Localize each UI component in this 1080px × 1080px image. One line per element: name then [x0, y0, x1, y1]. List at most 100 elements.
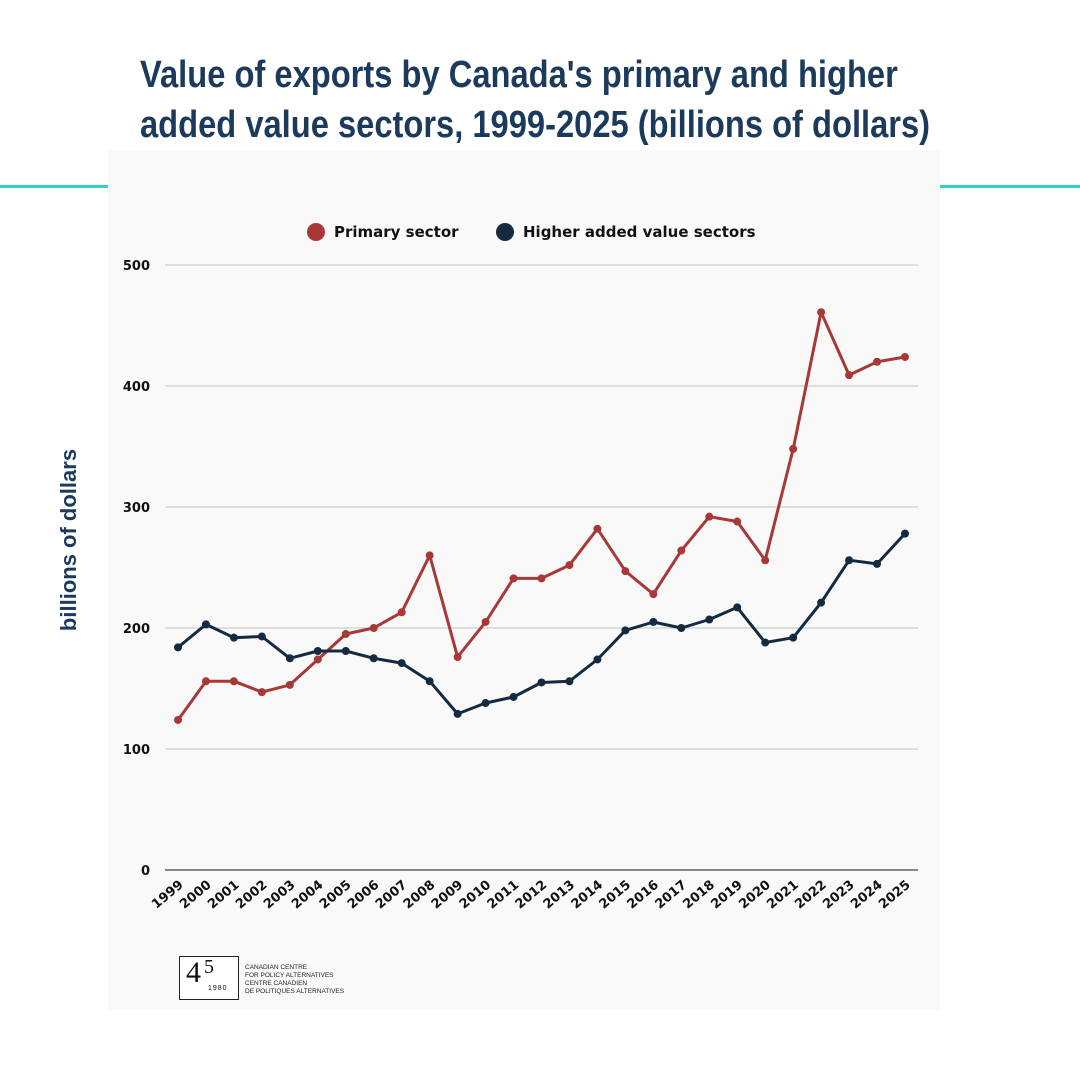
- point-higher-2024: [873, 559, 882, 568]
- point-higher-2011: [509, 692, 518, 701]
- point-primary-2012: [537, 574, 546, 583]
- point-higher-2021: [789, 633, 798, 642]
- y-tick-400: 400: [123, 380, 150, 395]
- point-primary-2006: [369, 624, 378, 632]
- y-tick-200: 200: [123, 622, 150, 637]
- point-primary-1999: [174, 715, 182, 724]
- point-higher-2014: [593, 655, 602, 664]
- logo-text: Canadian Centre for Policy Alternatives …: [245, 964, 344, 996]
- x-tick-2010: 2010: [457, 878, 494, 913]
- y-tick-labels: 0 100 200 300 400 500: [123, 259, 150, 879]
- point-primary-2009: [453, 653, 462, 662]
- point-primary-2017: [677, 546, 686, 555]
- chart-background: [108, 150, 940, 1010]
- y-tick-100: 100: [123, 743, 150, 758]
- y-axis-label: billions of dollars: [56, 449, 81, 631]
- x-tick-2011: 2011: [485, 878, 522, 913]
- point-higher-2022: [817, 598, 826, 607]
- point-primary-2020: [761, 556, 770, 565]
- legend-marker-primary: [307, 223, 325, 241]
- logo-line-1: Canadian Centre: [245, 964, 308, 971]
- grid-lines: [165, 264, 918, 871]
- point-higher-2023: [845, 556, 854, 565]
- x-tick-2012: 2012: [513, 878, 550, 913]
- y-tick-300: 300: [123, 501, 150, 516]
- point-higher-2015: [621, 626, 630, 635]
- title-line-2: added value sectors, 1999-2025 (billions…: [140, 104, 931, 146]
- x-tick-2001: 2001: [205, 878, 242, 913]
- logo-line-4: de politiques alternatives: [245, 988, 345, 995]
- point-primary-2024: [873, 357, 882, 366]
- legend-marker-higher: [496, 223, 514, 241]
- x-tick-1999: 1999: [149, 878, 186, 913]
- point-higher-2003: [285, 654, 294, 663]
- x-tick-2024: 2024: [848, 878, 885, 913]
- x-tick-2020: 2020: [736, 878, 773, 913]
- legend-label-primary: Primary sector: [334, 223, 459, 241]
- logo-number: 4: [186, 956, 201, 989]
- point-primary-2004: [313, 655, 322, 664]
- chart-title: Value of exports by Canada's primary and…: [140, 50, 931, 150]
- x-tick-2021: 2021: [764, 878, 801, 913]
- x-tick-2022: 2022: [792, 878, 829, 913]
- point-higher-2010: [481, 699, 490, 708]
- x-tick-2006: 2006: [345, 878, 382, 913]
- point-higher-2025: [901, 529, 909, 538]
- point-primary-2003: [285, 680, 294, 689]
- point-higher-2012: [537, 678, 546, 687]
- x-tick-2017: 2017: [653, 878, 690, 913]
- x-tick-2008: 2008: [401, 878, 438, 913]
- x-tick-2025: 2025: [876, 878, 913, 913]
- x-tick-2013: 2013: [541, 878, 578, 913]
- x-tick-2002: 2002: [233, 878, 270, 913]
- x-tick-2009: 2009: [429, 878, 466, 913]
- point-higher-2016: [649, 617, 658, 626]
- point-primary-2008: [425, 551, 434, 560]
- point-higher-2020: [761, 638, 770, 647]
- point-primary-2014: [593, 524, 602, 533]
- x-tick-2003: 2003: [261, 878, 298, 913]
- logo-superscript: 5: [204, 956, 214, 978]
- logo-year: 1980: [208, 985, 228, 992]
- point-higher-2017: [677, 624, 686, 632]
- point-higher-2002: [257, 632, 266, 641]
- point-primary-2002: [257, 688, 266, 697]
- point-higher-2008: [425, 677, 434, 686]
- point-primary-2005: [341, 630, 350, 639]
- series-group: [174, 308, 909, 724]
- x-tick-2004: 2004: [289, 878, 326, 913]
- point-primary-2016: [649, 590, 658, 599]
- point-primary-2019: [733, 517, 742, 526]
- point-higher-2009: [453, 709, 462, 718]
- point-higher-2004: [313, 646, 322, 655]
- point-primary-2022: [817, 308, 826, 317]
- legend: Primary sector Higher added value sector…: [307, 223, 756, 241]
- x-tick-2005: 2005: [317, 878, 354, 913]
- point-higher-2001: [229, 633, 238, 642]
- point-primary-2023: [845, 371, 854, 380]
- x-tick-2007: 2007: [373, 878, 410, 913]
- logo-mark: 4 5 1980: [179, 956, 239, 1000]
- y-tick-500: 500: [123, 259, 150, 274]
- x-tick-2015: 2015: [597, 878, 634, 913]
- point-primary-2011: [509, 574, 518, 583]
- point-primary-2025: [901, 352, 909, 361]
- point-higher-2000: [201, 620, 210, 629]
- ccpa-logo: 4 5 1980 Canadian Centre for Policy Alte…: [179, 956, 349, 1002]
- title-line-1: Value of exports by Canada's primary and…: [140, 54, 898, 96]
- point-primary-2000: [201, 677, 210, 686]
- x-tick-labels: 1999200020012002200320042005200620072008…: [149, 878, 913, 913]
- logo-line-3: Centre canadien: [245, 980, 308, 987]
- x-tick-2023: 2023: [820, 878, 857, 913]
- x-tick-2014: 2014: [569, 878, 606, 913]
- point-primary-2001: [229, 677, 238, 686]
- logo-line-2: for Policy Alternatives: [245, 972, 334, 979]
- point-primary-2010: [481, 617, 490, 626]
- point-higher-1999: [174, 643, 182, 652]
- point-higher-2007: [397, 659, 406, 668]
- x-tick-2016: 2016: [625, 878, 662, 913]
- point-higher-2006: [369, 654, 378, 663]
- point-primary-2021: [789, 444, 798, 453]
- x-tick-2019: 2019: [708, 878, 745, 913]
